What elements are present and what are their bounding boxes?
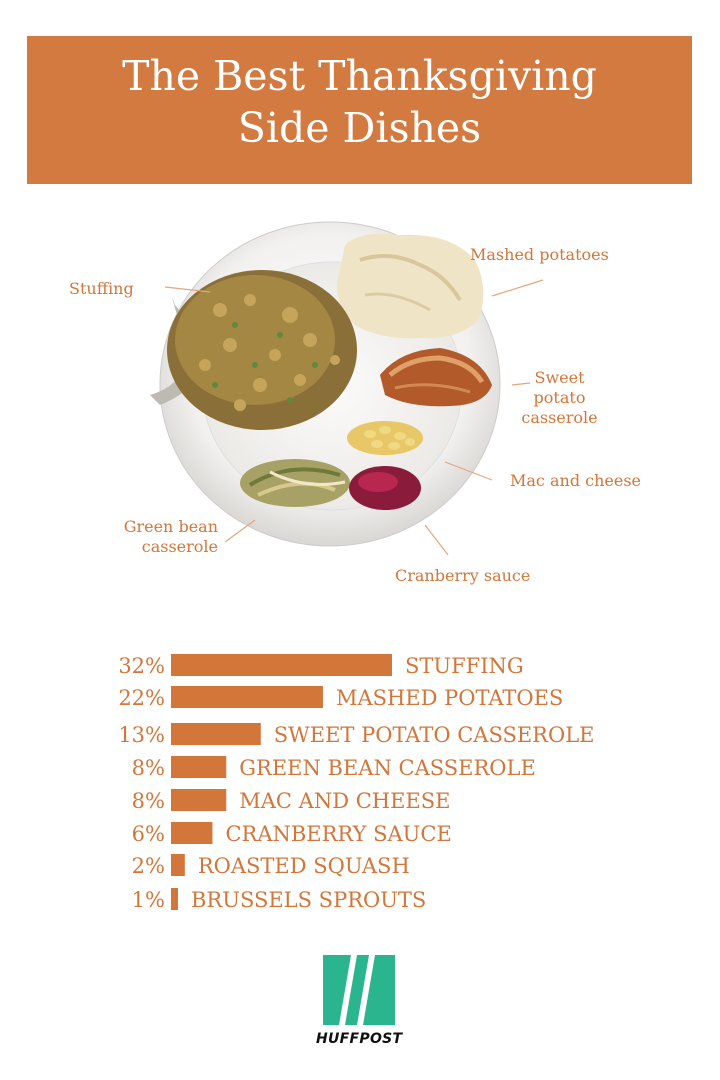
mashed-potatoes-food (337, 233, 484, 339)
title-line-2: Side Dishes (237, 104, 482, 152)
bar-category-label: MASHED POTATOES (336, 686, 563, 710)
bar (171, 654, 392, 676)
bar-category-label: BRUSSELS SPROUTS (191, 888, 426, 912)
bar-value-label: 13% (118, 723, 165, 747)
label-mashed-potatoes: Mashed potatoes (470, 245, 609, 264)
label-mac-and-cheese: Mac and cheese (510, 471, 642, 490)
mac-and-cheese-food (347, 421, 423, 455)
bar-category-label: GREEN BEAN CASSEROLE (239, 756, 536, 780)
title-line-1: The Best Thanksgiving (122, 52, 597, 100)
leader-lines (164, 279, 544, 556)
label-green-line-1: Green bean (123, 517, 218, 536)
bar-value-label: 8% (132, 756, 165, 780)
bar-category-label: STUFFING (405, 654, 524, 678)
cranberry-sauce-food (349, 466, 421, 510)
bar (171, 789, 227, 811)
label-sweet-line-2: potato (533, 388, 586, 407)
title-banner: The Best Thanksgiving Side Dishes (27, 36, 692, 184)
huffpost-logo: HUFFPOST (316, 955, 402, 1047)
bar-category-label: ROASTED SQUASH (198, 854, 410, 878)
label-sweet-line-3: casserole (521, 408, 598, 427)
bar-value-label: 8% (132, 789, 165, 813)
bar-category-label: MAC AND CHEESE (239, 789, 450, 813)
bar (171, 888, 178, 910)
label-sweet-line-1: Sweet (534, 368, 585, 387)
label-cranberry-sauce: Cranberry sauce (395, 566, 531, 585)
huffpost-mark-icon (323, 955, 395, 1025)
stuffing-food (150, 270, 357, 430)
bar-chart-svg: 32% STUFFING 22% MASHED POTATOES 13% SWEET PO… (118, 654, 595, 912)
bar (171, 723, 261, 745)
bar (171, 854, 185, 876)
label-green-bean-casserole: Green bean casserole (100, 517, 218, 557)
huffpost-logo-mark (323, 955, 395, 1025)
bar (171, 686, 323, 708)
bar (171, 822, 213, 844)
bar-value-label: 2% (132, 854, 165, 878)
bar (171, 756, 227, 778)
huffpost-wordmark: HUFFPOST (316, 1031, 403, 1047)
label-green-line-2: casserole (141, 537, 218, 556)
label-sweet-potato-casserole: Sweet potato casserole (512, 368, 607, 428)
sweet-potato-casserole-food (380, 348, 492, 407)
green-bean-casserole-food (240, 459, 350, 507)
bar-category-label: CRANBERRY SAUCE (225, 822, 451, 846)
page-title: The Best Thanksgiving Side Dishes (27, 50, 692, 154)
plate-illustration: Stuffing Mashed potatoes Sweet potato ca… (0, 190, 720, 610)
bar-value-label: 32% (118, 654, 165, 678)
bar-value-label: 6% (132, 822, 165, 846)
bar-chart: 32% STUFFING 22% MASHED POTATOES 13% SWEET PO… (0, 640, 720, 930)
bar-category-label: SWEET POTATO CASSEROLE (274, 723, 595, 747)
label-stuffing: Stuffing (69, 279, 134, 298)
plate-graphic (150, 221, 544, 556)
bar-value-label: 1% (132, 888, 165, 912)
bar-value-label: 22% (118, 686, 165, 710)
